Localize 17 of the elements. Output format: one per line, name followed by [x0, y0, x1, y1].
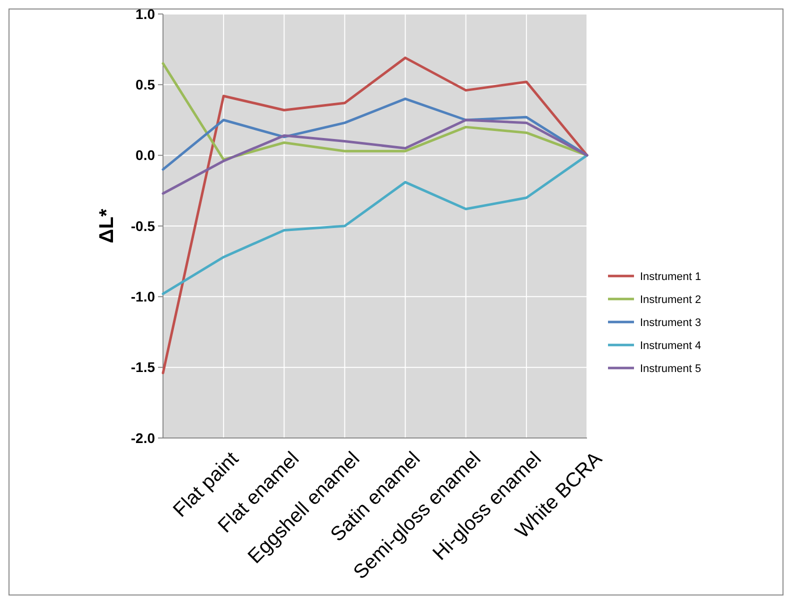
line-series [162, 56, 588, 374]
legend-label: Instrument 3 [640, 316, 702, 329]
y-axis-title: ΔL* [96, 208, 118, 244]
y-tick-label: -1.5 [130, 359, 156, 376]
y-tick-label: -2.0 [130, 430, 156, 446]
y-tick-label: -1.0 [130, 288, 156, 305]
y-tick-label: 1.0 [136, 6, 156, 22]
line-series [162, 118, 588, 195]
y-tick-label: 0.0 [136, 147, 156, 164]
line-series [162, 154, 588, 296]
legend-label: Instrument 2 [640, 294, 702, 306]
line-series [162, 98, 588, 171]
legend-label: Instrument 4 [640, 340, 702, 352]
legend-label: Instrument 1 [640, 270, 702, 283]
y-tick-label: -0.5 [130, 218, 156, 234]
legend-label: Instrument 5 [640, 362, 702, 375]
y-tick-label: 0.5 [136, 76, 156, 93]
